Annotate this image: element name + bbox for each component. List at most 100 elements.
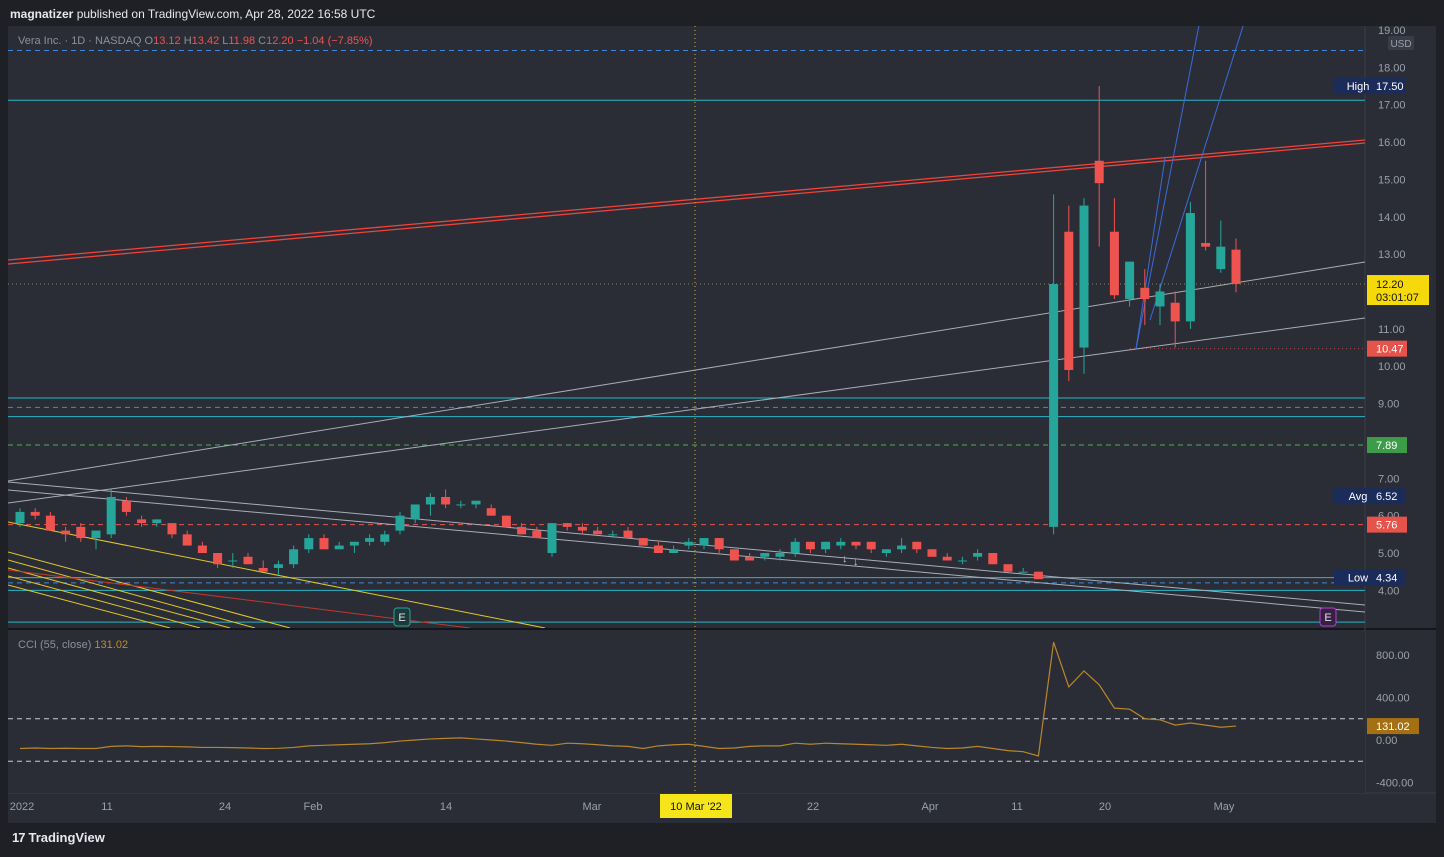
earnings-icon-1 bbox=[393, 607, 411, 627]
price-plot: ↓ ↓ bbox=[8, 26, 1365, 628]
price-label-value: 10.47 bbox=[1376, 344, 1404, 356]
price-label-box bbox=[1334, 488, 1406, 505]
gray-trendline-5 bbox=[8, 489, 1365, 613]
gray-trendline-1 bbox=[8, 261, 1365, 482]
candle-body bbox=[258, 567, 268, 572]
cci-legend: CCI (55, close) 131.02 bbox=[18, 639, 128, 651]
red-line-lower bbox=[8, 569, 471, 628]
yellow-line-3 bbox=[8, 559, 256, 628]
time-tick-label: 11 bbox=[1011, 801, 1022, 813]
candle-body bbox=[517, 526, 527, 535]
candle-body bbox=[486, 508, 496, 516]
candle-body bbox=[167, 523, 177, 535]
candle-body bbox=[729, 549, 739, 561]
arrow-marker-1: ↓ bbox=[842, 553, 848, 565]
legend-low-label: L bbox=[222, 35, 229, 47]
candle-body bbox=[228, 560, 238, 562]
crosshair-date-label: 10 Mar '22 bbox=[670, 801, 722, 813]
brand-name: TradingView bbox=[28, 830, 105, 845]
time-tick-label: May bbox=[1214, 801, 1235, 813]
candle-body bbox=[61, 530, 71, 535]
candle-body bbox=[15, 511, 25, 524]
price-tick-label: 9.00 bbox=[1378, 399, 1399, 411]
price-label-value: 17.50 bbox=[1376, 81, 1404, 93]
candle-body bbox=[593, 530, 603, 535]
legend-open-label: O bbox=[144, 35, 154, 47]
candle-body bbox=[1094, 160, 1104, 184]
price-label-value: 5.76 bbox=[1376, 520, 1397, 532]
candle-body bbox=[790, 541, 800, 554]
price-label-name: Avg bbox=[1349, 491, 1368, 503]
legend-change: −1.04 (−7.85%) bbox=[296, 35, 373, 47]
currency-badge bbox=[1388, 36, 1414, 50]
price-label-box bbox=[1367, 516, 1407, 533]
price-tick-label: 10.00 bbox=[1378, 361, 1406, 373]
candle-body bbox=[1018, 571, 1028, 573]
price-label-value: 7.89 bbox=[1376, 440, 1397, 452]
candle-body bbox=[760, 553, 770, 557]
price-label-box bbox=[1334, 78, 1406, 95]
candle-body bbox=[365, 538, 375, 542]
legend-close-label: C bbox=[258, 35, 267, 47]
price-label-box bbox=[1367, 437, 1407, 454]
price-label-value: 4.34 bbox=[1376, 573, 1397, 585]
candle-body bbox=[866, 541, 876, 550]
candle-body bbox=[821, 541, 831, 550]
candle-body bbox=[91, 530, 101, 539]
candle-body bbox=[1155, 291, 1165, 307]
footer-brand[interactable]: 17 TradingView bbox=[12, 830, 105, 845]
price-label-name: High bbox=[1347, 81, 1370, 93]
cci-tick-label: 400.00 bbox=[1376, 693, 1410, 705]
candle-body bbox=[608, 534, 618, 536]
arrow-marker-2: ↓ bbox=[853, 556, 859, 568]
candle-body bbox=[1125, 261, 1135, 299]
price-pane bbox=[8, 26, 1365, 628]
yellow-line-5 bbox=[8, 575, 201, 628]
legend-high: 13.42 bbox=[191, 35, 220, 47]
candle-body bbox=[425, 496, 435, 505]
cci-label[interactable]: CCI (55, close) bbox=[18, 639, 92, 651]
candle-body bbox=[973, 553, 983, 557]
candle-body bbox=[1079, 205, 1089, 348]
gray-trendline-3 bbox=[1135, 317, 1365, 350]
currency-label: USD bbox=[1390, 39, 1411, 50]
candle-body bbox=[532, 530, 542, 539]
red-channel-line-2 bbox=[8, 142, 1365, 265]
candle-body bbox=[1109, 231, 1119, 296]
time-tick-label: 14 bbox=[440, 801, 452, 813]
price-label-name: Low bbox=[1348, 573, 1368, 585]
author-name[interactable]: magnatizer bbox=[10, 7, 74, 21]
tradingview-logo-icon: 17 bbox=[12, 830, 26, 845]
candle-body bbox=[501, 515, 511, 527]
candle-body bbox=[1170, 302, 1180, 322]
price-tick-label: 19.00 bbox=[1378, 25, 1406, 37]
cci-value: 131.02 bbox=[94, 639, 129, 651]
symbol-name[interactable]: Vera Inc. · 1D · NASDAQ bbox=[18, 35, 142, 47]
earnings-icon-2 bbox=[1319, 607, 1337, 627]
candle-body bbox=[152, 519, 162, 524]
candle-body bbox=[669, 549, 679, 554]
candle-body bbox=[137, 519, 147, 524]
legend-high-label: H bbox=[183, 35, 192, 47]
candle-body bbox=[289, 549, 299, 565]
candle-body bbox=[121, 500, 131, 512]
price-label-box bbox=[1367, 340, 1407, 357]
legend-close: 12.20 bbox=[266, 35, 294, 47]
red-channel-line-1 bbox=[8, 139, 1365, 261]
candle-body bbox=[881, 549, 891, 554]
time-tick-label: 24 bbox=[219, 801, 231, 813]
legend-low: 11.98 bbox=[228, 35, 256, 47]
price-tick-label: 18.00 bbox=[1378, 62, 1406, 74]
time-tick-label: 11 bbox=[101, 801, 112, 813]
candle-body bbox=[243, 556, 253, 565]
candle-body bbox=[273, 564, 283, 568]
candle-body bbox=[395, 515, 405, 531]
candle-body bbox=[1049, 284, 1059, 527]
time-tick-label: 20 bbox=[1099, 801, 1111, 813]
candle-body bbox=[1231, 249, 1241, 285]
candle-body bbox=[988, 553, 998, 565]
publish-text: published on TradingView.com, Apr 28, 20… bbox=[76, 7, 376, 21]
candle-body bbox=[638, 538, 648, 546]
cci-tick-label: 800.00 bbox=[1376, 650, 1410, 662]
